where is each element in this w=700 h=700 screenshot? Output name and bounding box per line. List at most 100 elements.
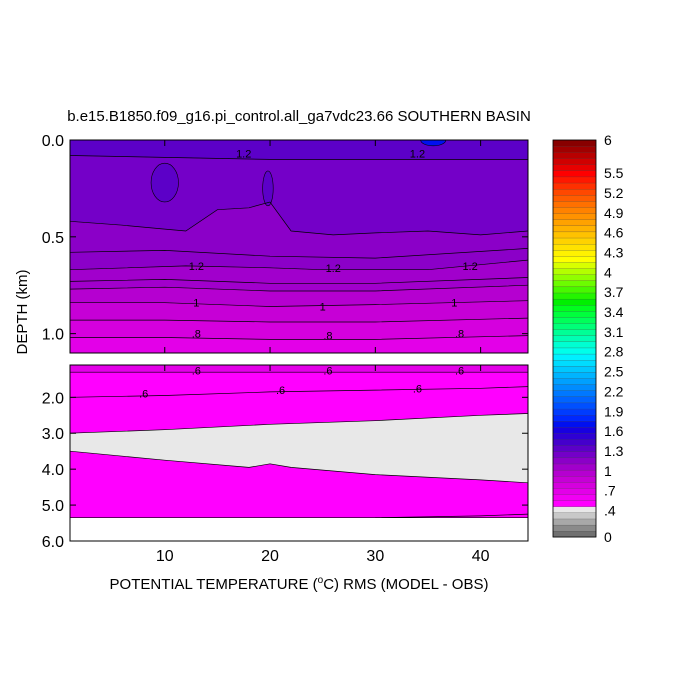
colorbar-swatch — [552, 323, 597, 330]
lower-filled-band — [70, 365, 528, 373]
colorbar-swatch — [552, 274, 597, 281]
lower-filled-band — [70, 451, 528, 518]
y-tick-label: 3.0 — [42, 426, 64, 443]
colorbar-swatch — [552, 200, 597, 208]
colorbar-swatch — [552, 329, 597, 336]
x-tick-label: 20 — [261, 548, 279, 565]
colorbar-label: 0 — [604, 529, 612, 545]
upper-contour-label: 1 — [320, 302, 326, 314]
colorbar-label: 4.3 — [604, 244, 624, 260]
colorbar-label: .7 — [604, 483, 616, 499]
upper-contour-label: 1.2 — [462, 261, 477, 273]
colorbar-label: .4 — [604, 503, 616, 519]
colorbar-swatch — [552, 145, 597, 153]
colorbar-swatch — [552, 268, 597, 275]
y-tick-label: 4.0 — [42, 462, 64, 479]
lower-contour-line — [70, 450, 528, 484]
colorbar: 6 5.5 5.2 4.9 4.6 4.3 4 3.7 3.4 3.1 2.8 2.5 2.2 1.9 1.… — [552, 132, 624, 545]
colorbar-label: 1.9 — [604, 403, 624, 419]
colorbar-swatch — [552, 433, 597, 440]
colorbar-swatch — [552, 469, 597, 477]
colorbar-swatch — [552, 316, 597, 324]
y-tick-label: 6.0 — [42, 534, 64, 551]
colorbar-swatch — [552, 488, 597, 495]
colorbar-frame — [552, 139, 597, 538]
colorbar-swatch — [552, 139, 597, 147]
y-tick-label: 0.0 — [42, 133, 64, 150]
colorbar-swatch — [552, 335, 597, 342]
colorbar-swatch — [552, 365, 597, 373]
colorbar-swatch — [552, 231, 597, 239]
lower-contour-label: .6 — [413, 383, 422, 395]
colorbar-swatch — [552, 481, 597, 489]
colorbar-label: 2.8 — [604, 344, 624, 360]
lower-contour-line — [375, 513, 528, 519]
colorbar-swatch — [552, 286, 597, 294]
lower-contour-label: .6 — [323, 365, 332, 377]
x-tick-label: 40 — [472, 548, 490, 565]
colorbar-swatch — [552, 402, 597, 410]
colorbar-swatch — [552, 194, 597, 202]
upper-filled-band — [70, 140, 528, 160]
colorbar-swatch — [552, 341, 597, 349]
upper-contour-line — [70, 248, 528, 259]
colorbar-swatch — [552, 451, 597, 459]
colorbar-label: 2.5 — [604, 364, 624, 380]
colorbar-swatch — [552, 494, 597, 501]
colorbar-swatch — [552, 518, 597, 526]
colorbar-swatch — [552, 298, 597, 306]
colorbar-swatch — [552, 420, 597, 428]
lower-contour-label: .6 — [276, 385, 285, 397]
colorbar-swatch — [552, 530, 597, 538]
colorbar-label: 1.3 — [604, 443, 624, 459]
colorbar-label: 3.7 — [604, 284, 624, 300]
chart-title: b.e15.B1850.f09_g16.pi_control.all_ga7vd… — [67, 108, 531, 125]
colorbar-swatch — [552, 249, 597, 257]
colorbar-swatch — [552, 152, 597, 159]
colorbar-swatch — [552, 524, 597, 532]
colorbar-swatch — [552, 500, 597, 507]
colorbar-swatch — [552, 310, 597, 318]
colorbar-swatch — [552, 170, 597, 178]
colorbar-swatch — [552, 475, 597, 483]
colorbar-swatch — [552, 213, 597, 220]
upper-contour-line — [70, 155, 528, 160]
colorbar-swatch — [552, 439, 597, 446]
colorbar-swatch — [552, 390, 597, 397]
colorbar-swatch — [552, 262, 597, 269]
colorbar-swatch — [552, 408, 597, 416]
colorbar-swatch — [552, 280, 597, 288]
colorbar-swatch — [552, 414, 597, 422]
colorbar-label: 6 — [604, 132, 612, 148]
x-axis-label-prefix: POTENTIAL TEMPERATURE ( — [110, 576, 318, 593]
colorbar-label: 1 — [604, 463, 612, 479]
colorbar-swatch — [552, 164, 597, 171]
colorbar-swatch — [552, 463, 597, 471]
lower-panel-body: .6 .6 .6 .6 .6 .6 — [70, 365, 528, 541]
lower-panel-frame — [69, 364, 529, 542]
lower-contour-label: .6 — [455, 365, 464, 377]
upper-contour-label: .8 — [192, 329, 201, 341]
colorbar-label: 4.9 — [604, 205, 624, 221]
upper-contour-label: .8 — [455, 329, 464, 341]
upper-contour-line — [70, 277, 528, 284]
upper-contour-label: 1.2 — [410, 149, 425, 161]
colorbar-swatch — [552, 158, 597, 165]
upper-contour-line — [70, 300, 528, 307]
colorbar-label: 1.6 — [604, 423, 624, 439]
upper-contour-blob — [150, 162, 179, 203]
upper-contour-line — [70, 284, 528, 292]
lower-depth-panel: .6 .6 .6 .6 .6 .6 2.0 3.0 4.0 5.0 6.0 10 20 30 40 — [42, 364, 529, 565]
y-tick-label: 5.0 — [42, 498, 64, 515]
colorbar-label: 3.4 — [604, 304, 624, 320]
upper-contour-blob — [420, 140, 447, 147]
upper-filled-band — [70, 335, 528, 353]
x-axis-label: POTENTIAL TEMPERATURE (oC) RMS (MODEL - … — [110, 575, 489, 593]
upper-filled-band — [70, 285, 528, 307]
upper-filled-band — [70, 318, 528, 340]
colorbar-swatch — [552, 396, 597, 404]
colorbar-label: 4.6 — [604, 225, 624, 241]
colorbar-swatch — [552, 255, 597, 263]
lower-empty-region — [70, 517, 528, 541]
